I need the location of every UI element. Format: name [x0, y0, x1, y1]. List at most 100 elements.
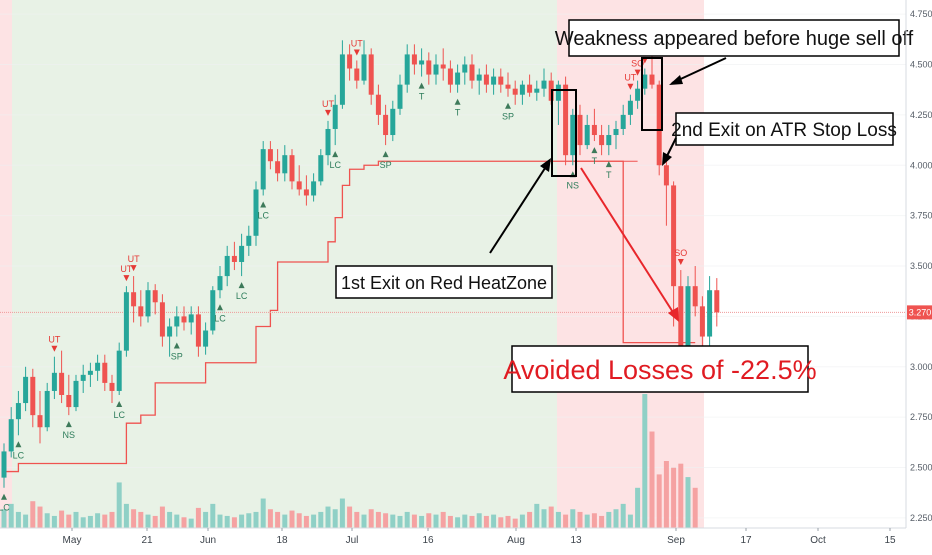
x-tick-label: 18: [276, 535, 288, 546]
volume-bar: [347, 506, 353, 528]
signal-arrow-up-icon: [65, 421, 72, 428]
volume-bar: [145, 514, 151, 528]
volume-bar: [599, 515, 605, 528]
candle-body: [613, 128, 619, 136]
volume-layer: [1, 394, 698, 528]
signal-arrow-up-icon: [591, 147, 598, 154]
volume-bar: [131, 509, 137, 528]
y-tick-label: 3.500: [910, 261, 932, 271]
signal-arrow-up-icon: [332, 151, 339, 158]
candle-body: [527, 84, 533, 93]
candle-body: [606, 135, 612, 146]
volume-bar: [123, 503, 129, 528]
volume-bar: [138, 511, 144, 528]
y-tick-label: 2.750: [910, 412, 932, 422]
annotation-weakness: Weakness appeared before huge sell off: [555, 19, 914, 57]
candle-body: [174, 316, 180, 327]
candle-body: [411, 54, 417, 65]
volume-bar: [692, 487, 698, 528]
candle-body: [181, 316, 187, 323]
volume-bar: [491, 514, 497, 528]
candle-body: [267, 149, 273, 162]
y-tick-label: 3.000: [910, 362, 932, 372]
volume-bar: [174, 514, 180, 528]
volume-bar: [498, 517, 504, 528]
volume-bar: [613, 509, 619, 528]
signal-label: UT: [322, 99, 334, 109]
candle-body: [469, 64, 475, 81]
volume-bar: [469, 515, 475, 528]
signal-label: UT: [624, 73, 636, 83]
signal-label: SO: [674, 248, 687, 258]
signal-arrow-up-icon: [217, 304, 223, 311]
volume-bar: [109, 511, 115, 528]
signal-label: LC: [214, 313, 226, 323]
candle-body: [671, 185, 677, 287]
y-tick-label: 4.750: [910, 9, 932, 19]
candle-body: [167, 326, 173, 337]
x-tick-label: Jul: [346, 535, 359, 546]
candle-body: [656, 84, 662, 166]
volume-bar: [51, 515, 57, 528]
volume-bar: [656, 474, 662, 528]
candle-body: [685, 286, 691, 347]
candle-body: [397, 84, 403, 109]
candle-body: [123, 292, 129, 351]
x-tick-label: May: [63, 535, 82, 546]
volume-bar: [80, 517, 86, 528]
signal-label: NS: [63, 430, 76, 440]
candle-body: [23, 376, 29, 404]
volume-bar: [663, 461, 669, 528]
candle-body: [239, 245, 245, 262]
volume-bar: [275, 511, 281, 528]
signal-arrow-up-icon: [1, 493, 7, 500]
annotation-avoided-losses-box: [511, 345, 809, 393]
x-tick-label: Aug: [507, 535, 525, 546]
signal-arrow-up-icon: [238, 282, 245, 289]
annotation-weakness-box: [568, 19, 900, 57]
volume-bar: [649, 431, 655, 528]
signal-label: UT: [351, 38, 363, 48]
signal-arrow-down-icon: [130, 265, 137, 272]
volume-bar: [527, 511, 533, 528]
volume-bar: [476, 513, 482, 528]
candle-body: [159, 302, 165, 337]
volume-bar: [419, 515, 425, 528]
signal-label: SO: [631, 59, 644, 69]
volume-bar: [203, 511, 209, 528]
candle-body: [692, 286, 698, 307]
candle-body: [318, 155, 324, 182]
candle-body: [138, 306, 144, 317]
candle-body: [203, 330, 209, 347]
signal-arrow-down-icon: [677, 259, 684, 266]
volume-bar: [59, 510, 65, 528]
candle-body: [534, 88, 540, 93]
candle-body: [44, 390, 50, 428]
candle-body: [620, 114, 626, 129]
candle-body: [332, 104, 338, 129]
candle-body: [390, 108, 396, 136]
candle-body: [627, 100, 633, 115]
signal-label: T: [606, 170, 612, 180]
candle-body: [426, 60, 432, 75]
volume-bar: [296, 513, 302, 528]
volume-bar: [195, 507, 201, 528]
y-tick-label: 4.250: [910, 110, 932, 120]
volume-bar: [260, 498, 266, 528]
candle-body: [649, 74, 655, 85]
signal-arrow-down-icon: [353, 49, 360, 56]
candle-body: [577, 114, 583, 146]
candle-body: [246, 235, 252, 246]
volume-bar: [361, 514, 367, 528]
signal-arrow-up-icon: [116, 400, 123, 407]
candle-body: [570, 114, 576, 156]
volume-bar: [534, 503, 540, 528]
volume-bar: [339, 498, 345, 528]
candle-body: [282, 155, 288, 174]
annotation-2nd-exit-box: [675, 112, 894, 146]
candle-body: [217, 276, 223, 291]
volume-bar: [1, 509, 7, 528]
volume-bar: [483, 515, 489, 528]
